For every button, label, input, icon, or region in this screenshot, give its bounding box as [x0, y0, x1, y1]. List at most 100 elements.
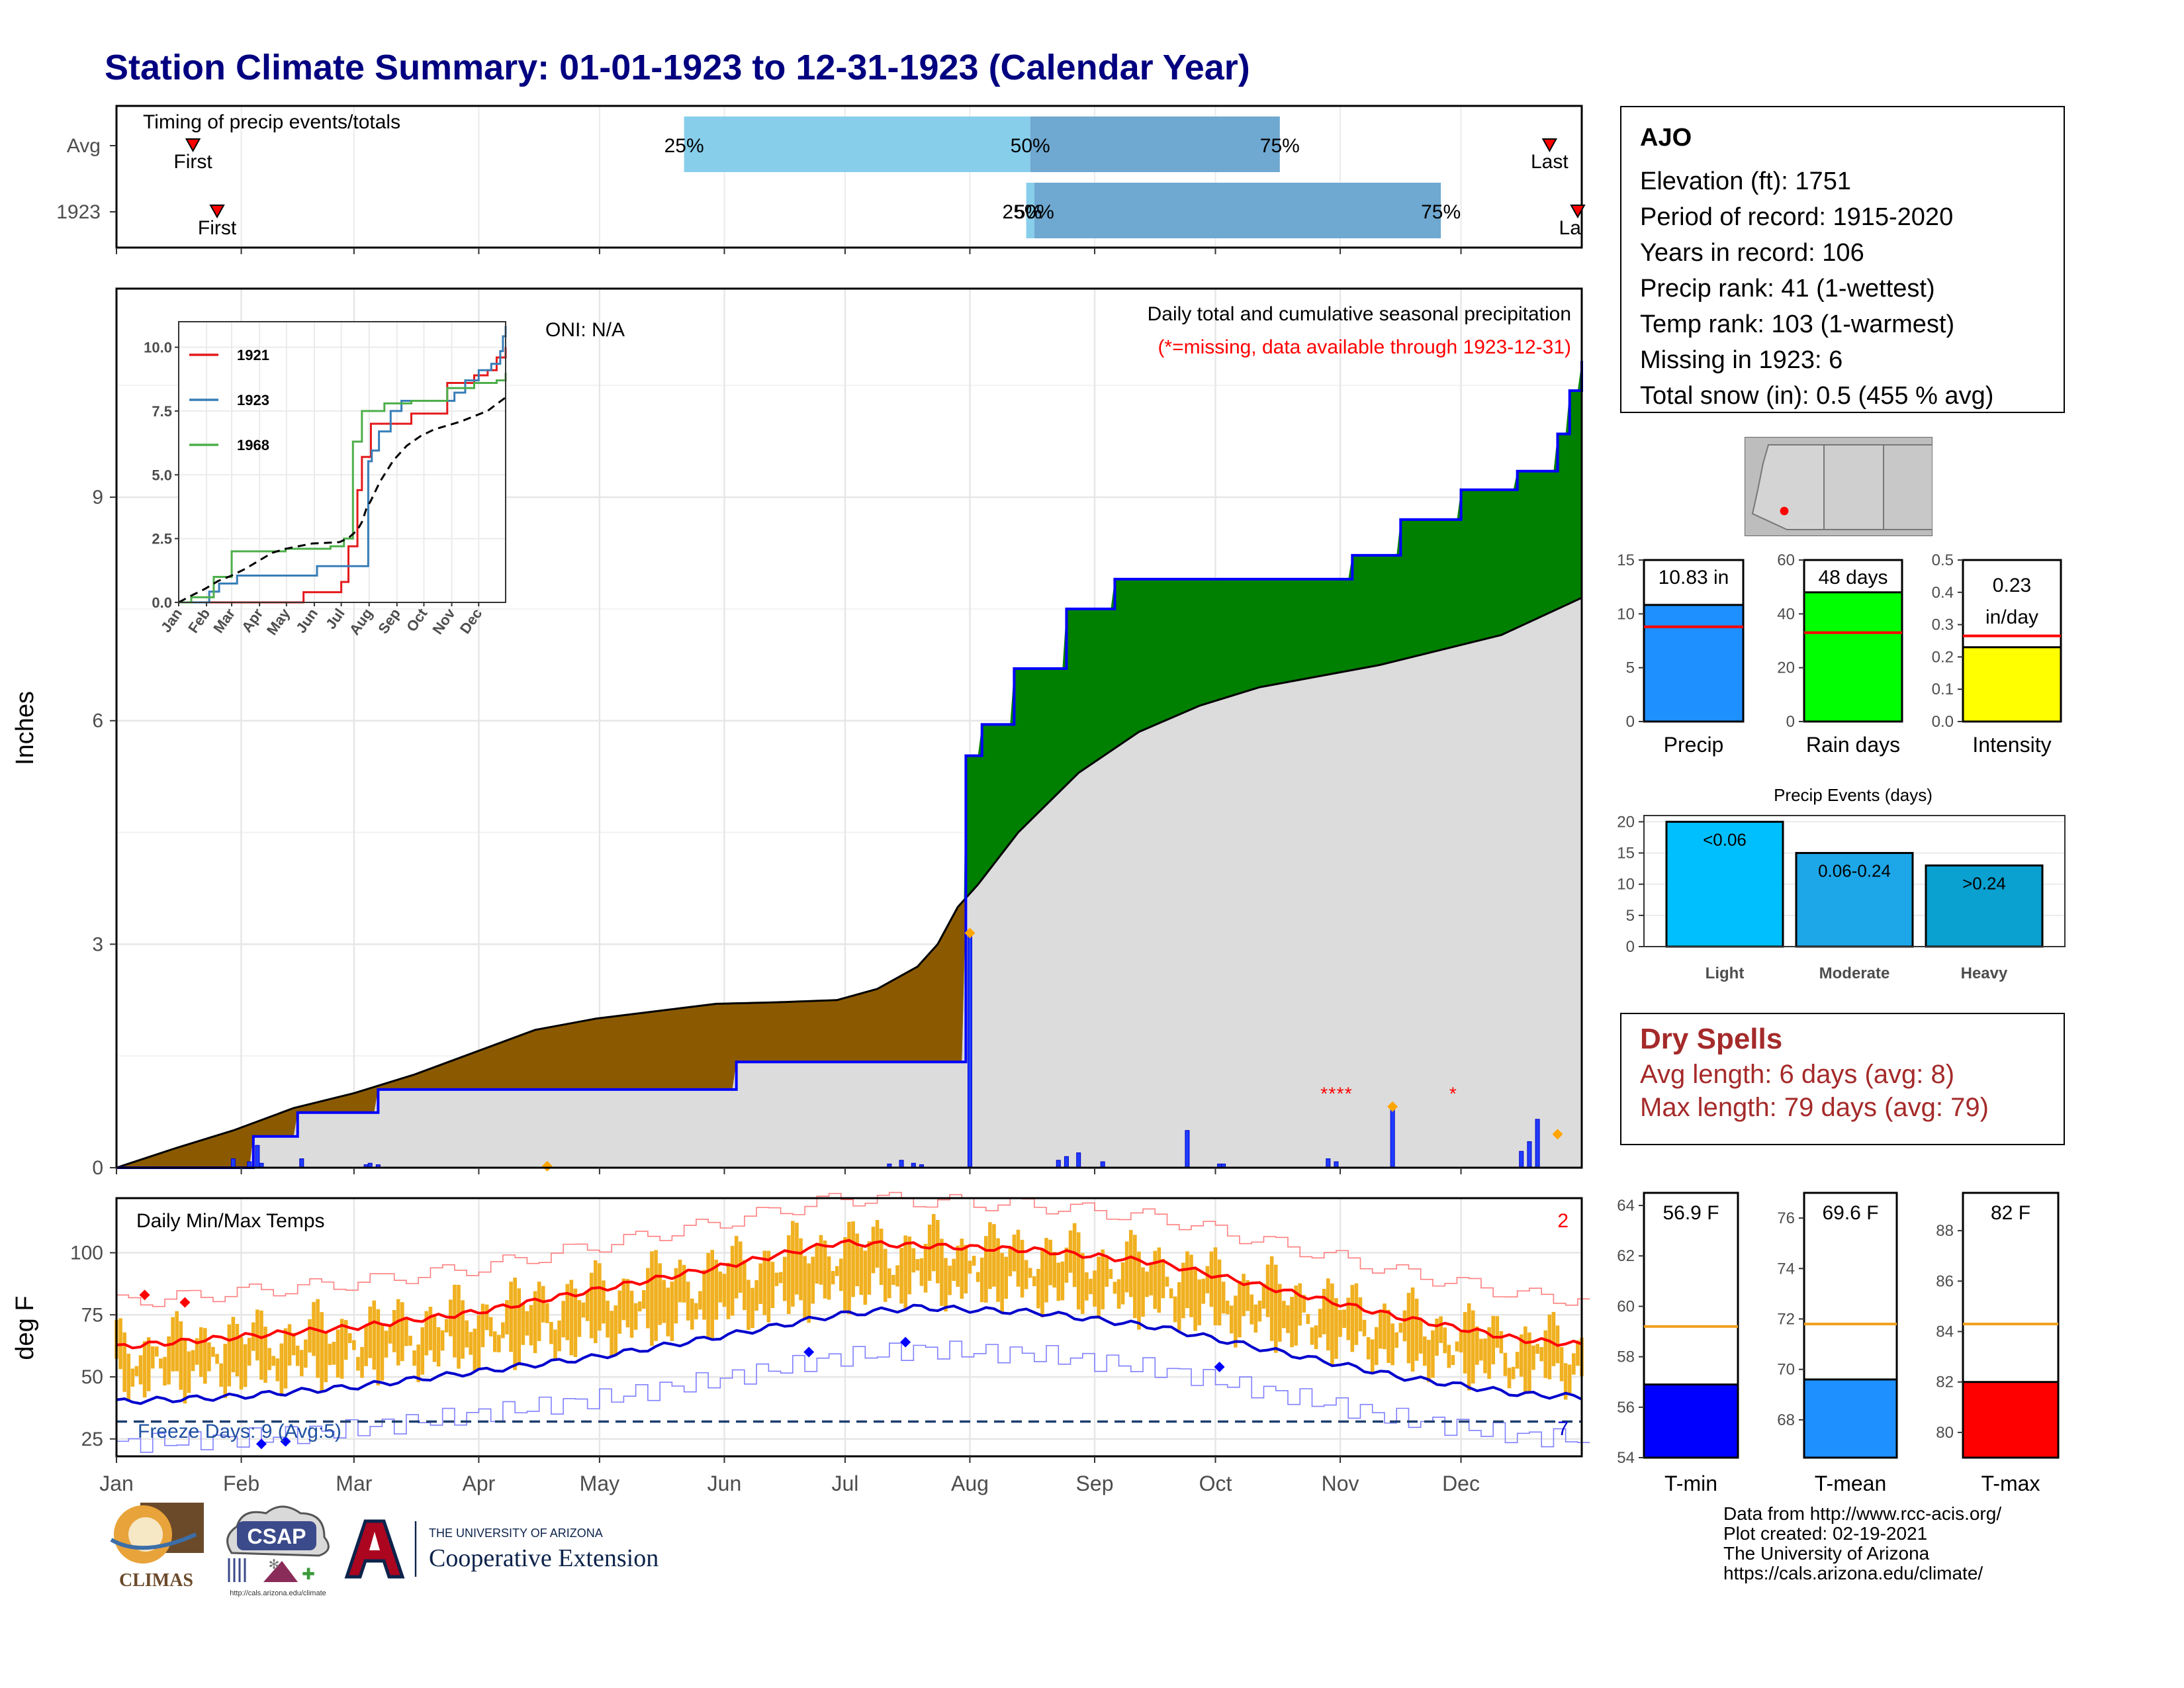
daily-temp-bar [231, 1317, 236, 1373]
climas-logo: CLIMAS [110, 1503, 204, 1591]
daily-temp-bar [811, 1256, 815, 1304]
tbar-tick-label: 64 [1617, 1197, 1635, 1215]
daily-temp-bar [1250, 1294, 1254, 1325]
daily-temp-bar [1418, 1319, 1423, 1354]
station-snow: Total snow (in): 0.5 (455 % avg) [1640, 383, 1994, 410]
daily-temp-bar [839, 1258, 843, 1291]
dry-spells-title: Dry Spells [1640, 1022, 1783, 1055]
inset-bg [179, 322, 506, 602]
daily-temp-bar [1040, 1250, 1044, 1317]
daily-temp-bar [1439, 1316, 1443, 1343]
daily-temp-bar [1056, 1262, 1061, 1301]
inset-border [178, 321, 506, 603]
daily-temp-bar [1366, 1337, 1371, 1360]
daily-temp-bar [304, 1339, 308, 1368]
daily-temp-bar [275, 1358, 280, 1382]
tbar-tick-label: 74 [1777, 1260, 1795, 1278]
daily-temp-bar [1036, 1268, 1040, 1309]
events-tick-label: 0 [1626, 938, 1635, 956]
stat-label-0: Precip [1664, 733, 1724, 757]
daily-temp-bar [553, 1329, 557, 1359]
daily-precip-bar [1076, 1152, 1081, 1168]
event-bar-label: Heavy [1961, 964, 2008, 982]
month-label: Nov [1322, 1472, 1359, 1495]
daily-temp-bar [235, 1323, 240, 1377]
avg-first-marker [185, 138, 201, 153]
daily-temp-bar [259, 1310, 263, 1380]
month-label: Jul [831, 1472, 858, 1495]
daily-temp-bar [996, 1238, 1000, 1302]
daily-temp-bar [1455, 1341, 1459, 1352]
daily-temp-bar [1008, 1247, 1013, 1276]
daily-temp-bar [1093, 1270, 1097, 1307]
daily-temp-bar [843, 1237, 847, 1313]
daily-temp-bar [1499, 1331, 1504, 1354]
daily-temp-bar [126, 1354, 131, 1400]
event-bar-label: Moderate [1819, 964, 1890, 982]
daily-temp-bar [529, 1305, 533, 1346]
event-bar-light [1665, 820, 1784, 948]
daily-temp-bar [1431, 1330, 1435, 1378]
daily-temp-bar [589, 1272, 594, 1338]
daily-temp-bar [1133, 1235, 1137, 1319]
daily-temp-bar [670, 1281, 674, 1341]
daily-temp-bar [167, 1336, 171, 1385]
daily-temp-bar [404, 1319, 408, 1346]
daily-temp-bar [956, 1245, 960, 1287]
daily-temp-bar [343, 1320, 348, 1360]
daily-temp-bar [1519, 1334, 1524, 1377]
daily-temp-bar [1085, 1272, 1089, 1301]
daily-temp-bar [1189, 1254, 1193, 1317]
event-bar-label: Light [1706, 964, 1745, 982]
avg-p25-label: 25% [664, 135, 704, 157]
daily-temp-bar [541, 1286, 545, 1323]
daily-temp-bar [340, 1319, 344, 1379]
timing-row-label: Avg [67, 135, 101, 157]
daily-temp-bar [1435, 1318, 1439, 1356]
daily-temp-bar [879, 1228, 884, 1286]
daily-temp-bar [1257, 1300, 1262, 1322]
daily-temp-bar [714, 1259, 719, 1320]
daily-temp-bar [1193, 1268, 1197, 1331]
daily-temp-bar [694, 1303, 698, 1320]
below-normal-area [116, 598, 1582, 1168]
daily-temp-bar [754, 1280, 758, 1311]
daily-temp-bar [718, 1271, 723, 1303]
daily-temp-bar [1234, 1295, 1238, 1348]
daily-temp-bar [658, 1263, 662, 1325]
neighbor-shape [1883, 444, 1933, 530]
station-years: Years in record: 106 [1640, 240, 1864, 267]
daily-temp-bar [911, 1248, 916, 1273]
daily-temp-bar [1527, 1332, 1531, 1391]
daily-temp-bar [416, 1344, 420, 1382]
daily-temp-bar [654, 1250, 658, 1341]
daily-temp-bar [855, 1233, 859, 1287]
daily-temp-bar [163, 1356, 167, 1385]
inset-x-tick-label: Feb [185, 606, 213, 636]
oni-label: ONI: N/A [545, 319, 625, 341]
daily-temp-bar [480, 1303, 485, 1348]
daily-temp-bar [1539, 1347, 1543, 1362]
daily-temp-bar [444, 1319, 449, 1333]
daily-temp-bar [968, 1260, 972, 1274]
daily-temp-bar [1016, 1229, 1021, 1287]
daily-temp-bar [799, 1238, 803, 1301]
daily-temp-bar [1354, 1283, 1359, 1345]
daily-temp-bar [883, 1248, 887, 1302]
station-info-box: AJO Elevation (ft): 1751 Period of recor… [1620, 106, 2065, 413]
daily-temp-bar [1153, 1250, 1158, 1309]
average-cumulative-line [116, 596, 1582, 1169]
year-first-label: First [198, 217, 237, 239]
daily-temp-bar [823, 1240, 827, 1299]
daily-temp-bar [1379, 1311, 1383, 1349]
daily-temp-bar [1290, 1297, 1294, 1348]
daily-temp-bar [1507, 1368, 1512, 1389]
daily-precip-bar [1390, 1107, 1395, 1168]
daily-temp-bar [1414, 1298, 1419, 1361]
daily-temp-bar [380, 1323, 385, 1381]
daily-temp-bar [1286, 1305, 1290, 1333]
daily-temp-bar [594, 1260, 598, 1344]
stat-tick-label: 15 [1617, 551, 1635, 569]
avg-last-marker [1541, 138, 1558, 153]
daily-temp-bar [1479, 1338, 1483, 1361]
